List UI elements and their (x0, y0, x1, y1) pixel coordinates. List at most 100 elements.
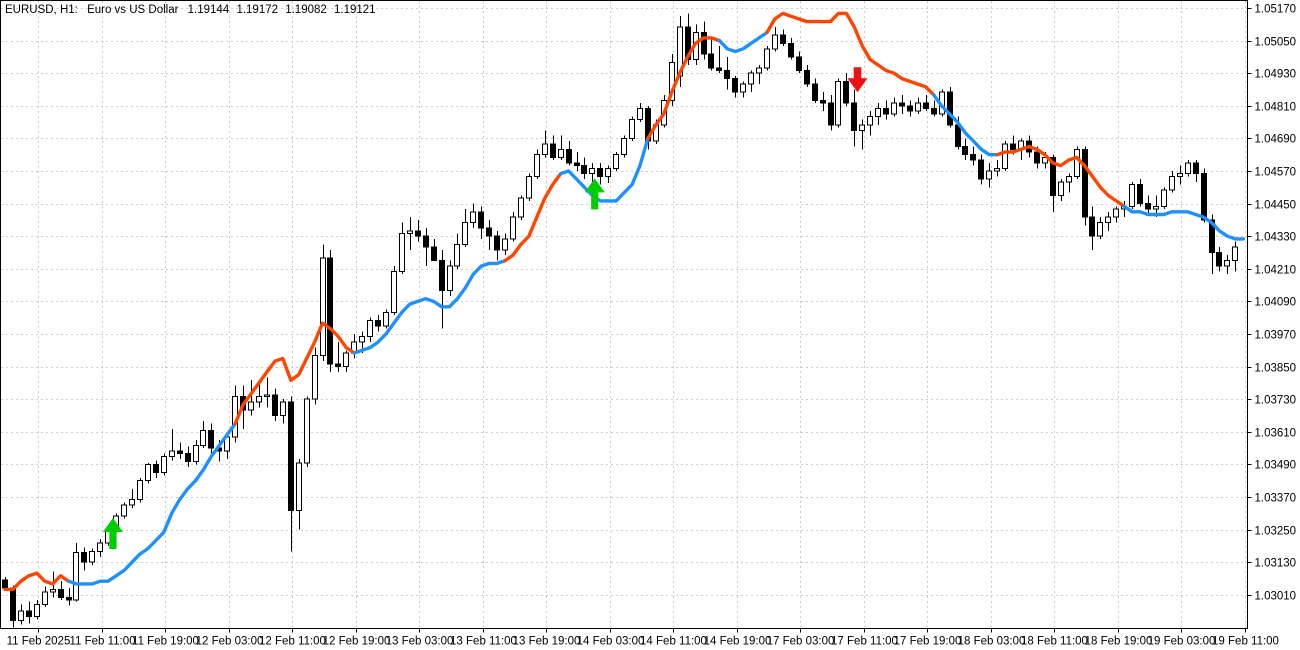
bearish-candle-body (423, 235, 429, 248)
bullish-candle-body (915, 102, 921, 112)
bullish-candle-body (359, 336, 365, 343)
quote-low: 1.19082 (285, 4, 327, 16)
price-axis-label: 1.04090 (1255, 297, 1297, 309)
bullish-candle-body (518, 197, 524, 218)
time-axis-label: 13 Feb 19:00 (513, 636, 581, 648)
bullish-candle-body (1161, 189, 1167, 207)
bearish-candle-body (947, 91, 953, 126)
time-axis-label: 17 Feb 19:00 (894, 636, 962, 648)
bullish-candle-body (304, 398, 310, 464)
bullish-candle-body (1185, 162, 1191, 175)
time-axis-label: 14 Feb 19:00 (704, 636, 772, 648)
bearish-candle-body (899, 102, 905, 107)
bearish-candle-body (1082, 148, 1088, 218)
time-axis-label: 11 Feb 2025 (7, 636, 71, 648)
trend-segment-up (932, 93, 999, 157)
bullish-candle-body (1058, 181, 1064, 196)
bullish-candle-body (1113, 208, 1119, 218)
bullish-candle-body (875, 108, 881, 118)
bullish-candle-body (867, 116, 873, 126)
bullish-candle-body (447, 265, 453, 292)
bearish-candle-body (66, 597, 72, 601)
bearish-candle-body (597, 167, 603, 177)
price-axis-label: 1.05050 (1255, 37, 1297, 49)
bullish-candle-body (589, 167, 595, 175)
bearish-candle-body (1193, 162, 1199, 175)
bullish-candle-body (50, 588, 56, 593)
time-axis-label: 12 Feb 19:00 (323, 636, 391, 648)
bullish-candle-body (526, 175, 532, 199)
bullish-candle-body (367, 319, 373, 338)
quote-close: 1.19121 (334, 4, 376, 16)
bearish-candle-body (716, 67, 722, 71)
bullish-candle-body (18, 610, 24, 622)
bearish-candle-body (804, 69, 810, 85)
trend-indicator-line (3, 11, 1246, 592)
bearish-candle-body (820, 99, 826, 104)
bullish-candle-body (137, 480, 143, 501)
price-axis-label: 1.03490 (1255, 460, 1297, 472)
bearish-candle-body (574, 162, 580, 167)
bearish-candle-body (1145, 203, 1151, 210)
quote-open: 1.19144 (187, 4, 230, 16)
bearish-candle-body (153, 463, 159, 474)
bearish-candle-body (1050, 156, 1056, 196)
bullish-candle-body (629, 118, 635, 139)
price-axis-label: 1.04690 (1255, 134, 1297, 146)
bullish-candle-body (193, 444, 199, 463)
time-axis-label: 13 Feb 03:00 (386, 636, 454, 648)
bullish-candle-body (280, 401, 286, 416)
bullish-candle-body (621, 137, 627, 156)
bearish-candle-body (2, 579, 8, 589)
bullish-candle-body (454, 243, 460, 267)
bullish-candle-body (89, 550, 95, 563)
bullish-candle-body (34, 603, 40, 618)
price-axis-label: 1.03250 (1255, 526, 1297, 538)
trend-segment-up (66, 422, 237, 586)
bullish-candle-body (264, 394, 270, 397)
bearish-candle-body (1201, 173, 1207, 221)
price-axis-label: 1.04330 (1255, 232, 1297, 244)
bullish-candle-body (502, 238, 508, 251)
bullish-candle-body (891, 102, 897, 115)
price-axis-label: 1.03850 (1255, 363, 1297, 375)
bullish-candle-body (1074, 148, 1080, 177)
time-axis-label: 14 Feb 11:00 (640, 636, 707, 648)
bullish-candle-body (312, 355, 318, 400)
sell-arrow-icon (847, 67, 868, 93)
time-axis-label: 17 Feb 11:00 (831, 636, 898, 648)
bullish-candle-body (1042, 156, 1048, 164)
price-axis-label: 1.04210 (1255, 265, 1297, 277)
bullish-candle-body (169, 450, 175, 457)
bearish-candle-body (327, 257, 333, 365)
bearish-candle-body (550, 143, 556, 158)
price-axis-label: 1.03370 (1255, 493, 1297, 505)
bullish-candle-body (407, 230, 413, 234)
bearish-candle-body (288, 401, 294, 512)
bullish-candle-body (1066, 175, 1072, 183)
bullish-candle-body (161, 455, 167, 474)
bearish-candle-body (494, 235, 500, 251)
bullish-candle-body (613, 154, 619, 169)
bearish-candle-body (1034, 151, 1040, 164)
bearish-candle-body (931, 108, 937, 115)
bearish-candle-body (10, 587, 16, 622)
bullish-candle-body (772, 34, 778, 50)
bullish-candle-body (1224, 260, 1230, 267)
bearish-candle-body (1089, 216, 1095, 237)
bullish-candle-body (542, 143, 548, 156)
bearish-candle-body (566, 148, 572, 164)
bearish-candle-body (1137, 184, 1143, 205)
price-axis[interactable]: 1.05170 1.05050 1.04930 1.04810 1.04690 1.045… (1247, 4, 1297, 603)
trend-segment-down (3, 571, 71, 592)
time-axis-label: 12 Feb 11:00 (259, 636, 326, 648)
bearish-candle-body (970, 154, 976, 161)
price-axis-label: 1.04810 (1255, 102, 1297, 114)
time-axis-label: 19 Feb 03:00 (1148, 636, 1216, 648)
bullish-candle-body (391, 271, 397, 313)
price-axis-label: 1.03610 (1255, 428, 1297, 440)
plot-border (0, 0, 1248, 629)
bullish-candle-body (145, 463, 151, 482)
